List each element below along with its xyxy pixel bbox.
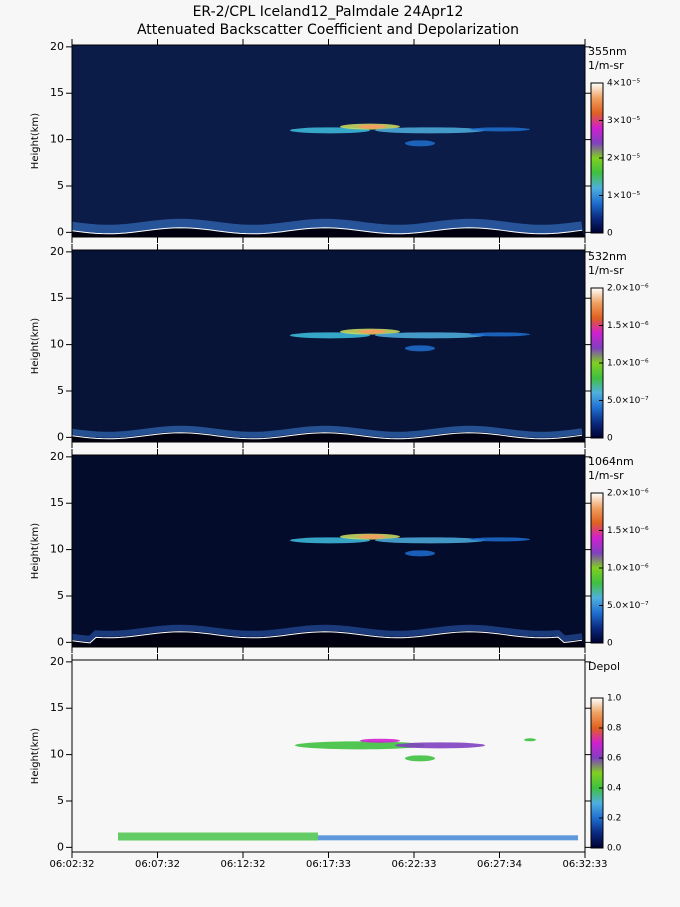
colorbar — [590, 697, 604, 849]
depol-feature — [360, 738, 400, 743]
ground-line — [71, 432, 583, 440]
colorbar-tick-label: 2×10⁻⁵ — [607, 154, 640, 164]
colorbar-tick-label: 3×10⁻⁵ — [607, 116, 640, 126]
cloud-core — [358, 329, 386, 334]
y-tick-label: 20 — [50, 40, 64, 53]
y-tick-label: 15 — [50, 496, 64, 509]
colorbar-tick-label: 1×10⁻⁵ — [607, 191, 640, 201]
depol-feature — [405, 755, 435, 762]
y-tick-label: 10 — [50, 543, 64, 556]
y-tick-label: 5 — [57, 589, 64, 602]
plot-background — [72, 660, 585, 852]
surface-return — [71, 624, 583, 643]
cloud-feature — [470, 332, 530, 337]
x-tick-label: 06:02:32 — [50, 859, 95, 870]
colorbar-tick-label: 5.0×10⁻⁷ — [607, 396, 649, 406]
colorbar-tick-label: 2.0×10⁻⁶ — [607, 284, 649, 294]
colorbar-tick-label: 0.0 — [607, 844, 622, 854]
colorbar-tick-label: 5.0×10⁻⁷ — [607, 601, 649, 611]
cloud-feature — [375, 332, 485, 339]
x-tick-label: 06:12:32 — [221, 859, 266, 870]
colorbar-tick-label: 2.0×10⁻⁶ — [607, 489, 649, 499]
chart-subtitle: Attenuated Backscatter Coefficient and D… — [137, 22, 519, 38]
colorbar-tick-label: 0 — [607, 639, 613, 649]
colorbar-tick-label: 0 — [607, 229, 613, 239]
colorbar-tick-label: 1.5×10⁻⁶ — [607, 321, 649, 331]
depol-feature — [524, 738, 536, 742]
y-tick-label: 15 — [50, 86, 64, 99]
cloud-feature — [405, 345, 435, 352]
ground — [72, 631, 585, 647]
ground-line — [71, 227, 583, 235]
y-tick-label: 0 — [57, 430, 64, 443]
y-tick-label: 0 — [57, 635, 64, 648]
y-axis-label: Height(km) — [30, 113, 41, 169]
colorbar-tick-label: 0.2 — [607, 814, 621, 824]
colorbar-title: Depol — [588, 660, 620, 673]
colorbar-title: 1064nm — [588, 455, 634, 468]
colorbar-units: 1/m-sr — [588, 469, 624, 482]
colorbar-units: 1/m-sr — [588, 264, 624, 277]
y-axis-label: Height(km) — [30, 728, 41, 784]
x-tick-label: 06:27:34 — [477, 859, 522, 870]
colorbar-tick-label: 0.6 — [607, 754, 622, 764]
depol-feature — [395, 742, 485, 749]
colorbar-tick-label: 1.0×10⁻⁶ — [607, 564, 649, 574]
plot-background — [72, 455, 585, 647]
y-tick-label: 10 — [50, 338, 64, 351]
y-tick-label: 20 — [50, 245, 64, 258]
colorbar-tick-label: 1.5×10⁻⁶ — [607, 526, 649, 536]
cloud-feature — [375, 127, 485, 134]
y-tick-label: 10 — [50, 133, 64, 146]
cloud-feature — [405, 550, 435, 557]
cloud-core — [358, 534, 386, 539]
y-tick-label: 15 — [50, 291, 64, 304]
y-tick-label: 5 — [57, 384, 64, 397]
surface-return — [71, 218, 583, 235]
depol-feature — [318, 835, 578, 841]
surface-return — [71, 425, 583, 438]
y-tick-label: 0 — [57, 225, 64, 238]
plot-background — [72, 250, 585, 442]
cloud-core — [358, 124, 386, 129]
ground-line — [71, 631, 583, 644]
cloud-feature — [470, 127, 530, 132]
y-tick-label: 5 — [57, 794, 64, 807]
y-axis-label: Height(km) — [30, 523, 41, 579]
y-axis-label: Height(km) — [30, 318, 41, 374]
cloud-feature — [470, 537, 530, 542]
depol-feature — [295, 741, 425, 750]
x-tick-label: 06:22:33 — [392, 859, 437, 870]
colorbar-units: 1/m-sr — [588, 59, 624, 72]
ground — [72, 432, 585, 442]
y-tick-label: 5 — [57, 179, 64, 192]
x-tick-label: 06:32:33 — [563, 859, 608, 870]
colorbar-tick-label: 1.0 — [607, 694, 622, 704]
y-tick-label: 0 — [57, 840, 64, 853]
x-tick-label: 06:07:32 — [135, 859, 180, 870]
y-tick-label: 20 — [50, 655, 64, 668]
depol-feature — [118, 832, 318, 841]
plot-background — [72, 45, 585, 237]
colorbar-tick-label: 0 — [607, 434, 613, 444]
y-tick-label: 20 — [50, 450, 64, 463]
colorbar-title: 355nm — [588, 45, 627, 58]
colorbar-tick-label: 0.4 — [607, 784, 622, 794]
colorbar-title: 532nm — [588, 250, 627, 263]
colorbar-tick-label: 4×10⁻⁵ — [607, 79, 640, 89]
colorbar-tick-label: 0.8 — [607, 724, 622, 734]
colorbar-tick-label: 1.0×10⁻⁶ — [607, 359, 649, 369]
ground — [72, 227, 585, 237]
y-tick-label: 10 — [50, 748, 64, 761]
chart-title: ER-2/CPL Iceland12_Palmdale 24Apr12 — [193, 4, 464, 20]
cloud-feature — [375, 537, 485, 544]
cloud-feature — [405, 140, 435, 147]
y-tick-label: 15 — [50, 701, 64, 714]
x-tick-label: 06:17:33 — [306, 859, 351, 870]
